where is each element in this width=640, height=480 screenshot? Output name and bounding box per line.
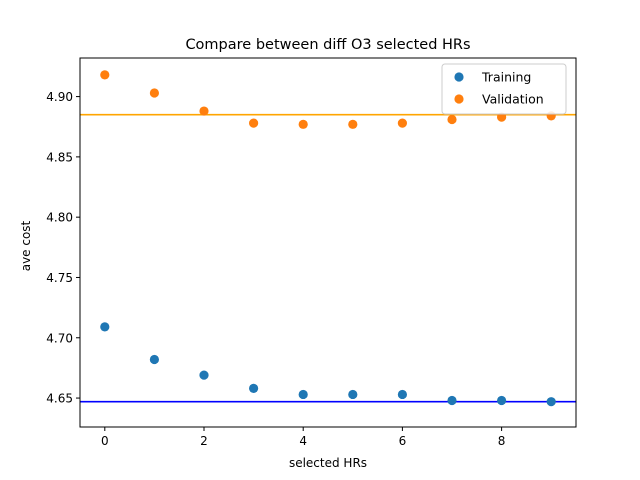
y-tick-label-3: 4.80 (46, 211, 73, 225)
point-training-8 (497, 395, 507, 406)
legend: Training Validation (441, 63, 567, 115)
legend-box (441, 63, 567, 115)
point-validation-0 (100, 70, 110, 80)
point-validation-7 (447, 114, 457, 125)
point-validation-2 (199, 106, 209, 116)
point-validation-3 (249, 118, 259, 128)
y-tick-label-0: 4.65 (46, 392, 73, 406)
point-validation-8 (497, 112, 507, 122)
y-tick-label-1: 4.70 (46, 331, 73, 345)
x-axis-label: selected HRs (289, 456, 367, 470)
legend-label-training: Training (481, 70, 531, 85)
plot-area (80, 70, 576, 407)
point-validation-4 (298, 119, 308, 129)
y-axis-label: ave cost (19, 220, 33, 271)
point-validation-5 (348, 119, 358, 129)
axes: 0 2 4 6 8 4.65 4.70 4.75 4.80 4.85 4.90 (46, 57, 577, 448)
x-tick-label-8: 8 (498, 434, 506, 448)
point-training-0 (100, 322, 110, 332)
point-training-6 (397, 389, 407, 400)
y-tick-label-5: 4.90 (46, 90, 73, 104)
axes-frame (79, 57, 577, 428)
point-validation-6 (397, 118, 407, 128)
x-tick-label-4: 4 (299, 434, 307, 448)
point-validation-1 (149, 88, 159, 98)
legend-marker-validation (454, 94, 464, 104)
point-training-2 (199, 370, 209, 380)
y-tick-label-2: 4.75 (46, 271, 73, 285)
point-training-9 (546, 397, 556, 407)
point-training-5 (348, 389, 358, 400)
x-tick-label-0: 0 (101, 434, 109, 448)
x-tick-label-2: 2 (200, 434, 208, 448)
y-tick-label-4: 4.85 (46, 150, 73, 164)
point-training-7 (447, 395, 457, 406)
point-training-4 (298, 389, 308, 400)
x-tick-label-6: 6 (399, 434, 407, 448)
point-training-3 (249, 383, 259, 394)
point-training-1 (149, 354, 159, 365)
legend-marker-training (454, 72, 464, 82)
chart-title: Compare between diff O3 selected HRs (185, 37, 470, 53)
legend-label-validation: Validation (482, 92, 544, 107)
